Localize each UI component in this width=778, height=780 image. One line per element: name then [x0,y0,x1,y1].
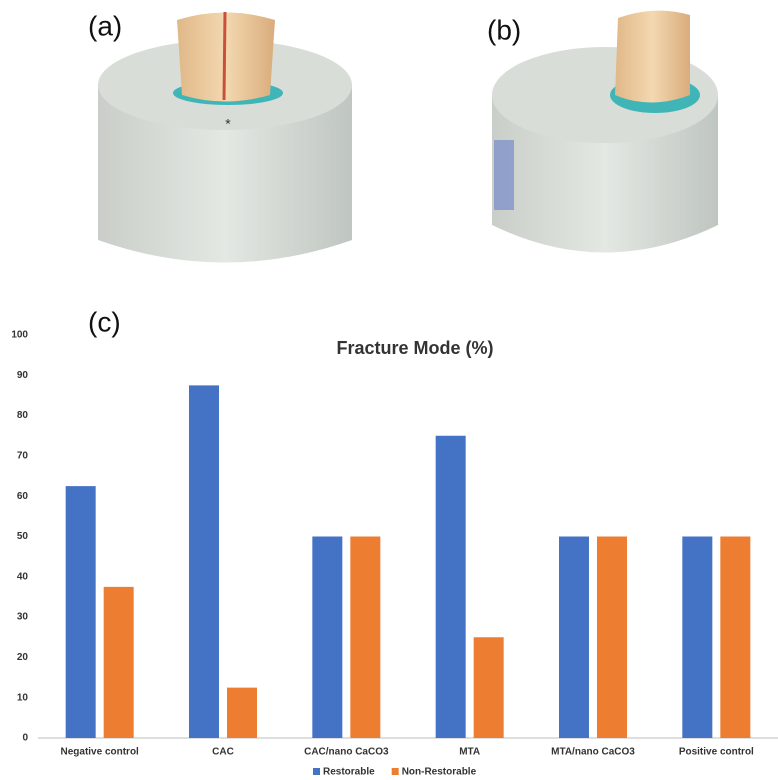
bar [597,537,627,739]
y-tick-label: 50 [17,531,29,542]
panel-label: (a) [88,10,122,41]
bar [104,587,134,738]
bar [436,436,466,738]
photo-a: * [98,12,352,263]
bar [682,537,712,739]
svg-text:*: * [225,116,231,132]
figure: * (a) (b) (c) Fracture Mode (%) 0 10 20 30 4… [0,0,778,780]
legend-swatch [392,768,399,775]
bar [350,537,380,739]
x-tick-label: MTA/nano CaCO3 [551,747,635,758]
y-tick-label: 20 [17,652,29,663]
bar [227,688,257,738]
x-tick-label: CAC/nano CaCO3 [304,747,389,758]
legend-label: Restorable [323,767,375,778]
y-tick-label: 0 [22,733,28,744]
legend-label: Non-Restorable [402,767,477,778]
photo-b [492,11,718,253]
bar [312,537,342,739]
x-tick-label: Negative control [60,747,139,758]
y-tick-label: 10 [17,692,29,703]
x-tick-label: MTA [459,747,480,758]
legend-swatch [313,768,320,775]
bar [559,537,589,739]
y-tick-label: 70 [17,451,29,462]
y-tick-label: 80 [17,410,29,421]
panel-label: (b) [487,14,521,45]
y-tick-label: 40 [17,571,29,582]
bar [189,385,219,738]
y-tick-label: 30 [17,612,29,623]
y-tick-label: 100 [11,330,28,341]
bar [720,537,750,739]
chart-title: Fracture Mode (%) [336,338,493,358]
y-tick-label: 90 [17,370,29,381]
panel-label: (c) [88,306,121,337]
x-tick-label: Positive control [679,747,754,758]
y-tick-label: 60 [17,491,29,502]
x-tick-label: CAC [212,747,234,758]
bar [474,637,504,738]
bar [66,486,96,738]
